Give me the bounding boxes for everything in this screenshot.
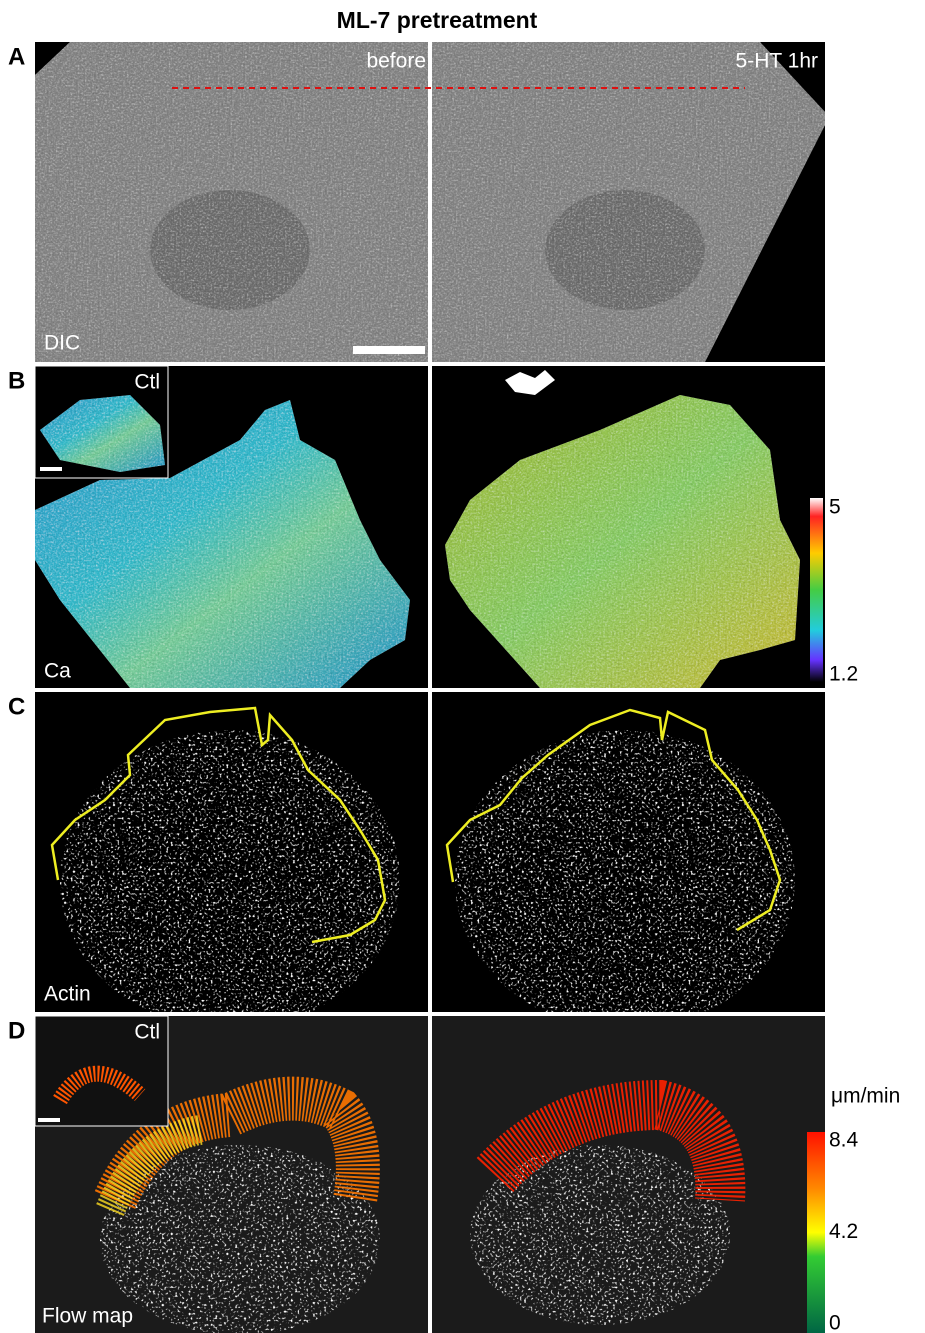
colorbar-tick-label: 8.4: [829, 1129, 859, 1152]
panel-b: B Ctl Ca 51.2: [8, 366, 858, 688]
colorbar-ticks: 8.4 4.2 0: [829, 1129, 859, 1333]
colorbar: [810, 498, 823, 682]
inset-label: Ctl: [134, 371, 160, 394]
colorbar-ticks: 51.2: [829, 496, 858, 686]
actin-image: [455, 730, 795, 1030]
panel-a: A before 5-HT 1hr DIC: [8, 42, 825, 362]
image-label: DIC: [44, 332, 80, 355]
colorbar-tick-label: 0: [829, 1312, 841, 1333]
image-label: Ca: [44, 660, 71, 683]
figure-title: ML-7 pretreatment: [337, 7, 538, 33]
image-label: Actin: [44, 983, 91, 1006]
scale-bar: [40, 467, 62, 471]
image-label: Flow map: [42, 1305, 133, 1328]
panel-letter: D: [8, 1017, 25, 1044]
cell-body: [150, 190, 310, 310]
actin-image: [60, 730, 400, 1030]
colorbar: [807, 1132, 825, 1333]
scale-bar: [353, 346, 425, 354]
panel-c: C Actin: [8, 692, 825, 1030]
cell-body: [545, 190, 705, 310]
condition-label: before: [366, 50, 426, 73]
condition-label: 5-HT 1hr: [736, 50, 818, 73]
panel-letter: C: [8, 693, 25, 720]
panel-letter: A: [8, 43, 25, 70]
figure: ML-7 pretreatment A before 5-HT 1hr DIC …: [0, 0, 925, 1333]
colorbar-unit: μm/min: [831, 1085, 900, 1108]
inset-label: Ctl: [134, 1021, 160, 1044]
colorbar-tick-label: 4.2: [829, 1220, 858, 1243]
scale-bar: [38, 1118, 60, 1122]
panel-letter: B: [8, 367, 25, 394]
panel-d: D Ctl Flow map μm/min 8.4 4.2 0: [8, 1016, 900, 1333]
colorbar-tick-label: 5: [829, 496, 841, 519]
colorbar-tick-label: 1.2: [829, 663, 858, 686]
